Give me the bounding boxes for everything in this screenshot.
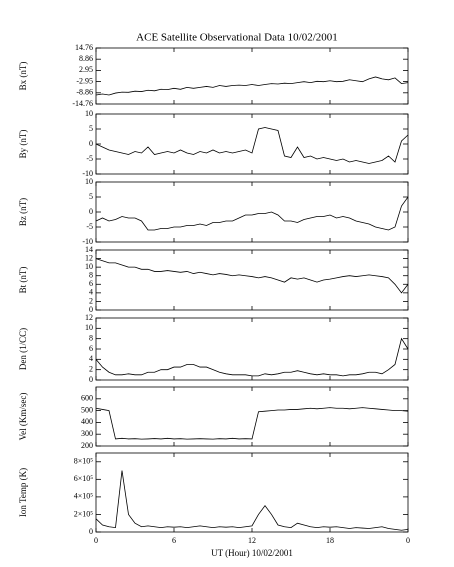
y-axis-label: Ion Temp (K) <box>18 468 28 517</box>
y-tick-label: 4 <box>89 288 93 297</box>
y-tick-label: 5 <box>89 192 93 201</box>
data-line <box>95 127 409 164</box>
y-tick-label: -5 <box>86 154 93 163</box>
y-tick-label: 8×10⁵ <box>74 457 94 466</box>
y-axis-label: By (nT) <box>18 130 28 159</box>
y-tick-label: 10 <box>85 323 93 332</box>
x-tick-label: 12 <box>248 536 256 545</box>
y-tick-label: 0 <box>89 305 93 314</box>
x-tick-label: 0 <box>406 536 410 545</box>
y-tick-label: 500 <box>81 405 93 414</box>
x-axis-label: UT (Hour) 10/02/2001 <box>211 548 293 558</box>
y-tick-label: 2×10⁵ <box>74 509 94 518</box>
y-tick-label: 600 <box>81 394 93 403</box>
y-tick-label: 5 <box>89 124 93 133</box>
y-tick-label: 2 <box>89 296 93 305</box>
y-tick-label: 12 <box>85 253 93 262</box>
y-tick-label: 8 <box>89 333 93 342</box>
data-line <box>95 76 409 96</box>
panel-frame <box>95 47 409 105</box>
y-tick-label: 14 <box>85 245 93 254</box>
y-axis-label: Bz (nT) <box>18 198 28 226</box>
panel-frame <box>95 386 409 447</box>
y-tick-label: 6×10⁵ <box>74 474 94 483</box>
y-tick-label: -2.95 <box>76 76 93 85</box>
y-tick-label: -10 <box>82 237 93 246</box>
y-tick-label: 6 <box>89 344 93 353</box>
panel-frame <box>95 452 409 533</box>
data-line <box>95 196 409 231</box>
panel-frame <box>95 249 409 311</box>
y-tick-label: 6 <box>89 279 93 288</box>
y-axis-label: Den (1/CC) <box>18 328 28 370</box>
y-tick-label: 200 <box>81 441 93 450</box>
data-line <box>95 258 409 294</box>
y-tick-label: -10 <box>82 169 93 178</box>
data-line <box>95 470 409 531</box>
y-tick-label: 14.76 <box>75 43 93 52</box>
y-tick-label: 0 <box>89 375 93 384</box>
y-tick-label: 300 <box>81 429 93 438</box>
y-tick-label: 4×10⁵ <box>74 492 94 501</box>
panel-frame <box>95 317 409 381</box>
y-tick-label: 0 <box>89 139 93 148</box>
data-line <box>95 337 409 377</box>
panel-frame <box>95 181 409 243</box>
y-tick-label: -14.76 <box>72 99 93 108</box>
y-tick-label: 0 <box>89 527 93 536</box>
panel-frame <box>95 113 409 175</box>
chart-title: ACE Satellite Observational Data 10/02/2… <box>136 32 338 44</box>
x-tick-label: 0 <box>94 536 98 545</box>
y-tick-label: 400 <box>81 417 93 426</box>
x-tick-label: 6 <box>172 536 176 545</box>
y-tick-label: 8 <box>89 271 93 280</box>
y-tick-label: 4 <box>89 354 93 363</box>
y-tick-label: 8.86 <box>79 54 93 63</box>
y-axis-label: Bt (nT) <box>18 267 28 294</box>
y-tick-label: 10 <box>85 262 93 271</box>
y-tick-label: 0 <box>89 207 93 216</box>
y-tick-label: 10 <box>85 109 93 118</box>
y-tick-label: 2 <box>89 364 93 373</box>
x-tick-label: 18 <box>326 536 334 545</box>
data-line <box>95 407 409 440</box>
y-tick-label: 2.95 <box>79 65 93 74</box>
y-tick-label: 10 <box>85 177 93 186</box>
y-axis-label: Vel (Km/sec) <box>18 393 28 441</box>
y-tick-label: -5 <box>86 222 93 231</box>
y-axis-label: Bx (nT) <box>18 62 28 91</box>
y-tick-label: 12 <box>85 313 93 322</box>
y-tick-label: -8.86 <box>76 88 93 97</box>
